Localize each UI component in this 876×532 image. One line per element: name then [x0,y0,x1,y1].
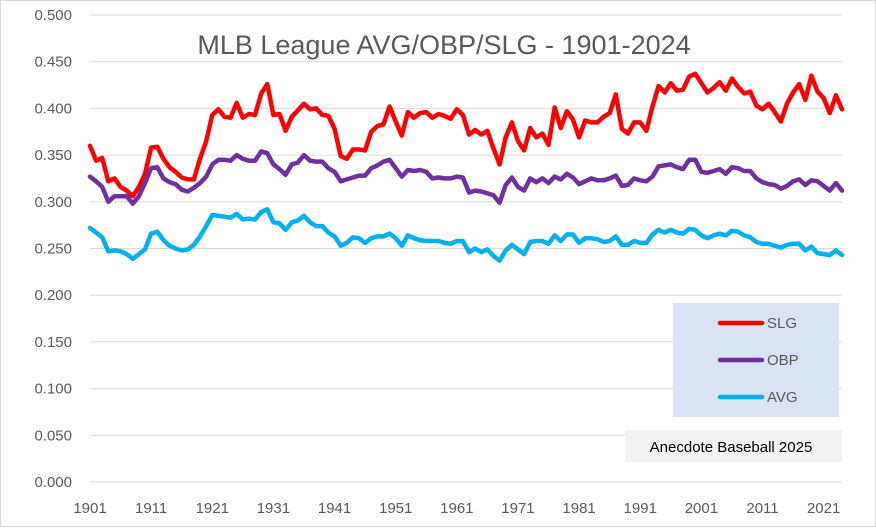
legend-label-obp: OBP [767,352,799,369]
legend-label-avg: AVG [767,389,798,406]
x-tick-label: 2011 [746,500,778,517]
x-tick-label: 1961 [440,500,473,517]
x-tick-label: 1991 [624,500,657,517]
y-tick-label: 0.250 [34,241,72,258]
x-tick-label: 1921 [196,500,229,517]
y-tick-label: 0.350 [34,147,72,164]
x-axis-tick-labels: 1901 1911 1921 1931 1941 1951 1961 1971 1981 1991… [73,500,840,517]
x-tick-label: 1951 [379,500,412,517]
y-tick-label: 0.300 [34,194,72,211]
y-tick-label: 0.400 [34,100,72,117]
gridlines [90,14,842,483]
y-tick-label: 0.050 [34,427,72,444]
x-tick-label: 1941 [318,500,351,517]
y-axis-tick-labels: 0.000 0.050 0.100 0.150 0.200 0.250 0.300 0.350… [34,7,72,491]
y-tick-label: 0.100 [34,381,72,398]
x-tick-label: 1901 [73,500,106,517]
y-tick-label: 0.150 [34,334,72,351]
y-tick-label: 0.500 [34,7,72,24]
legend: SLG OBP AVG [717,315,799,406]
series-line-slg [87,71,845,199]
legend-label-slg: SLG [767,315,797,332]
x-tick-label: 1931 [257,500,290,517]
annotation-box [625,430,842,462]
y-tick-label: 0.450 [34,54,72,71]
x-tick-label: 1971 [501,500,534,517]
y-tick-label: 0.200 [34,287,72,304]
x-tick-label: 2021 [807,500,840,517]
series-line-obp [87,149,845,206]
x-tick-label: 2001 [685,500,718,517]
series-line-avg [87,207,845,263]
chart-title: MLB League AVG/OBP/SLG - 1901-2024 [197,30,690,60]
annotation-label: Anecdote Baseball 2025 [650,439,813,456]
x-tick-label: 1911 [135,500,167,517]
series-lines [87,71,845,263]
y-tick-label: 0.000 [34,474,72,491]
x-tick-label: 1981 [562,500,595,517]
